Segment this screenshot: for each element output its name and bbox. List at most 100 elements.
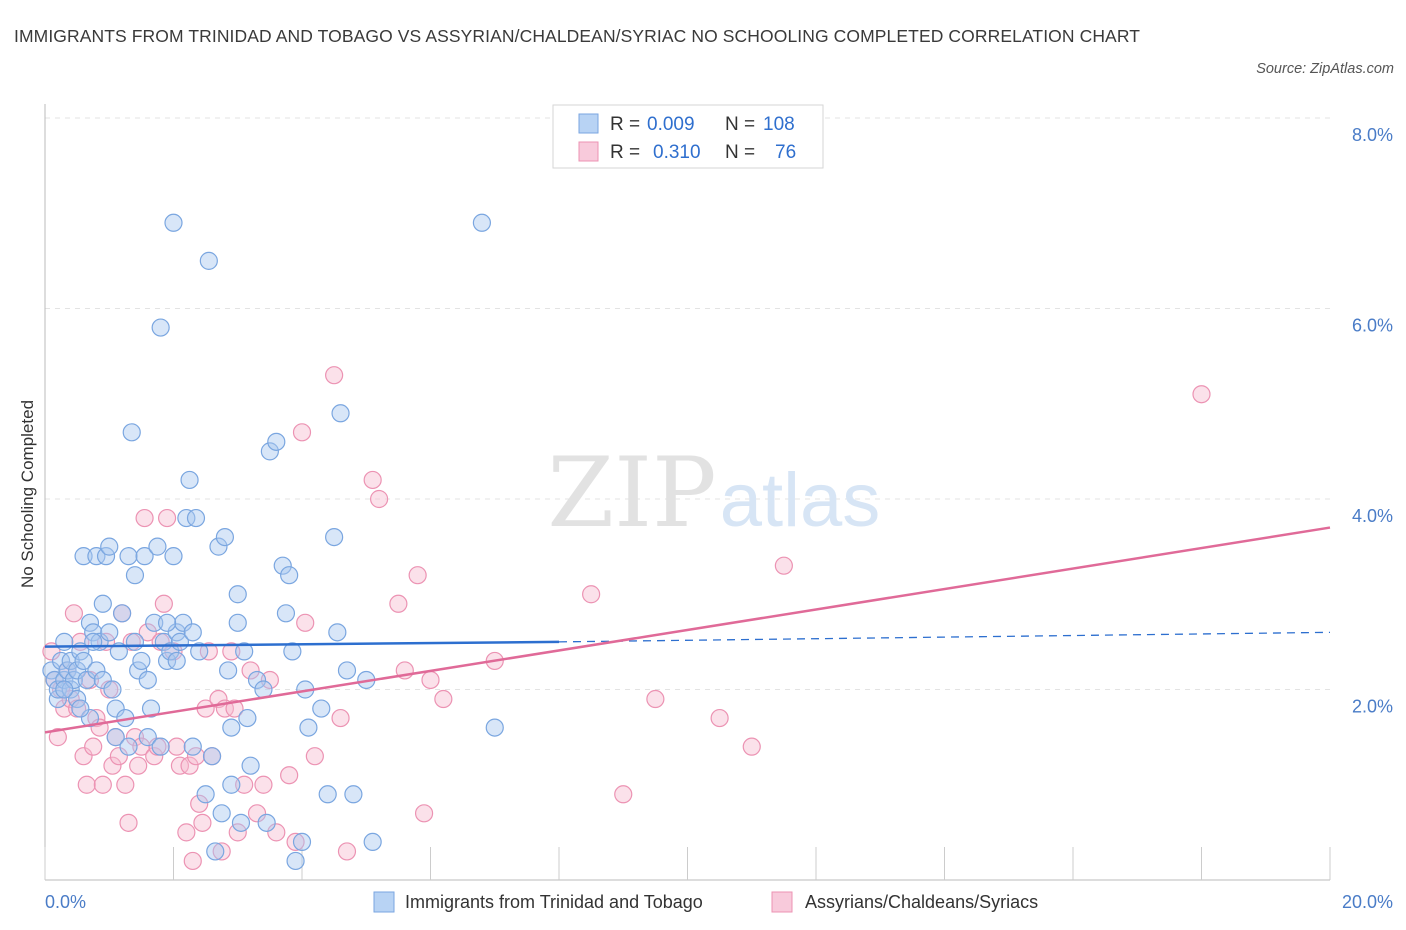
y-tick-label: 8.0% xyxy=(1352,125,1393,145)
scatter-point xyxy=(710,708,729,728)
scatter-point xyxy=(328,623,347,642)
scatter-point xyxy=(190,794,209,813)
scatter-point xyxy=(55,632,74,651)
scatter-point xyxy=(93,775,112,794)
scatter-point xyxy=(125,566,145,585)
legend-n-label-pink: N = xyxy=(725,142,755,163)
scatter-point xyxy=(87,547,106,566)
series-legend-label-pink: Assyrians/Chaldeans/Syriacs xyxy=(805,892,1038,912)
scatter-point xyxy=(286,832,305,852)
scatter-point xyxy=(206,842,225,861)
scatter-point xyxy=(582,585,601,604)
axes xyxy=(44,104,1331,881)
scatter-point xyxy=(119,737,138,756)
scatter-point xyxy=(370,489,389,509)
scatter-point xyxy=(48,728,67,747)
scatter-point xyxy=(231,813,251,832)
scatter-point xyxy=(93,670,112,690)
x-tick-label-max: 20.0% xyxy=(1342,892,1393,912)
scatter-point xyxy=(276,604,296,623)
scatter-point xyxy=(742,737,761,756)
scatter-point xyxy=(241,661,260,680)
scatter-point xyxy=(84,623,103,642)
scatter-point xyxy=(145,747,164,766)
scatter-point xyxy=(299,718,318,737)
scatter-point xyxy=(119,547,138,566)
scatter-point xyxy=(93,594,112,613)
scatter-point xyxy=(193,813,212,832)
series-legend-swatch-pink xyxy=(771,891,793,913)
scatter-point xyxy=(157,508,177,528)
scatter-point xyxy=(125,632,145,651)
scatter-point xyxy=(100,537,119,556)
scatter-point xyxy=(312,699,331,718)
scatter-point xyxy=(74,747,93,766)
scatter-point xyxy=(183,737,202,756)
scatter-point xyxy=(254,775,273,794)
scatter-point xyxy=(305,747,324,766)
scatter-point xyxy=(74,547,93,566)
scatter-point xyxy=(61,651,80,671)
scatter-point xyxy=(363,470,382,490)
scatter-point xyxy=(247,670,267,690)
scatter-point xyxy=(151,737,170,756)
scatter-point xyxy=(774,556,793,575)
scatter-point xyxy=(186,508,206,528)
scatter-point xyxy=(190,642,209,661)
scatter-point xyxy=(325,366,344,385)
scatter-point xyxy=(116,775,135,794)
scatter-point xyxy=(167,737,186,756)
scatter-point xyxy=(109,747,128,766)
source-label: Source: ZipAtlas.com xyxy=(1256,61,1394,77)
scatter-point xyxy=(100,623,119,642)
scatter-point xyxy=(167,623,186,642)
scatter-point xyxy=(389,594,408,613)
scatter-point xyxy=(42,661,61,680)
scatter-point xyxy=(177,823,196,842)
scatter-point xyxy=(222,775,241,794)
scatter-point xyxy=(292,423,312,442)
grid-lines xyxy=(45,117,1330,690)
stats-legend: R = 0.009 N = 108 R = 0.310 N = 76 xyxy=(552,104,824,169)
scatter-point xyxy=(61,680,80,699)
series-legend-label-blue: Immigrants from Trinidad and Tobago xyxy=(405,892,703,912)
trend-line-blue xyxy=(44,640,560,648)
scatter-point xyxy=(132,737,151,756)
scatter-point xyxy=(212,842,231,861)
scatter-point xyxy=(138,728,157,747)
scatter-point xyxy=(186,747,206,766)
watermark: ZIP atlas xyxy=(547,437,880,549)
scatter-point xyxy=(141,699,161,718)
scatter-point xyxy=(235,642,254,661)
scatter-point xyxy=(45,670,64,690)
scatter-point xyxy=(180,470,199,490)
legend-n-value-pink: 76 xyxy=(775,142,796,163)
scatter-point xyxy=(177,508,196,528)
scatter-point xyxy=(337,842,357,861)
scatter-point xyxy=(167,651,186,671)
scatter-point xyxy=(84,632,103,651)
scatter-point xyxy=(238,708,257,728)
y-tick-label: 2.0% xyxy=(1352,697,1393,717)
scatter-point xyxy=(228,585,247,604)
scatter-point xyxy=(209,537,228,556)
scatter-point xyxy=(84,737,103,756)
scatter-point xyxy=(122,423,141,442)
scatter-point xyxy=(64,604,84,623)
scatter-point xyxy=(273,556,292,575)
scatter-point xyxy=(331,708,350,728)
scatter-point xyxy=(151,318,170,337)
scatter-point xyxy=(129,661,148,680)
scatter-point xyxy=(267,823,286,842)
scatter-point xyxy=(199,251,218,270)
watermark-atlas: atlas xyxy=(720,458,881,543)
series-pink-points xyxy=(42,366,1211,871)
scatter-point xyxy=(61,689,80,709)
scatter-point xyxy=(77,775,96,794)
trend-line-pink xyxy=(44,526,1331,734)
scatter-point xyxy=(202,747,222,766)
scatter-point xyxy=(157,651,177,671)
scatter-point xyxy=(215,527,234,547)
trend-line-blue-extension xyxy=(558,631,1331,643)
scatter-point xyxy=(280,766,299,785)
